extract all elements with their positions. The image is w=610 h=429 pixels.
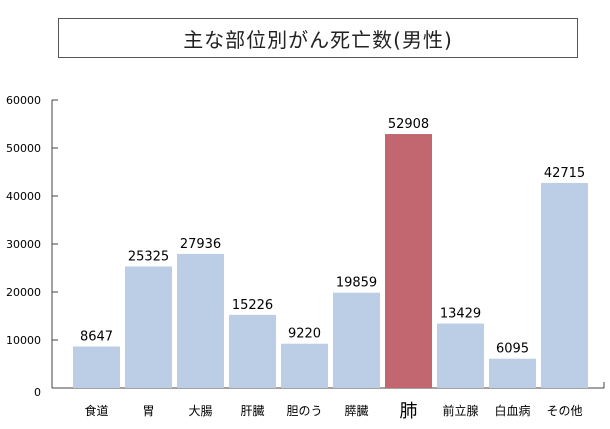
category-label: 前立腺 — [442, 403, 478, 418]
data-label: 42715 — [544, 166, 585, 181]
data-label: 15226 — [232, 298, 273, 313]
bar — [229, 314, 276, 388]
bar — [125, 266, 172, 388]
data-label: 8647 — [80, 329, 113, 344]
category-label: 白血病 — [494, 403, 530, 418]
bar — [73, 346, 120, 388]
category-label: 食道 — [84, 403, 108, 418]
category-label: 肝臓 — [240, 404, 264, 418]
bar — [437, 323, 484, 388]
category-label: 大腸 — [188, 404, 212, 418]
bar — [541, 182, 588, 388]
y-tick-label: 20000 — [6, 286, 41, 299]
bar — [281, 343, 328, 388]
data-label: 27936 — [180, 237, 221, 252]
data-label: 19859 — [336, 276, 377, 291]
y-tick-label: 0 — [34, 386, 41, 399]
category-label: 胆のう — [286, 404, 322, 418]
category-label: その他 — [546, 404, 582, 418]
category-label: 膵臓 — [344, 404, 368, 418]
bar — [385, 134, 432, 388]
bar — [489, 358, 536, 388]
data-label: 9220 — [288, 327, 321, 342]
data-label: 6095 — [496, 342, 529, 357]
y-tick-label: 50000 — [6, 142, 41, 155]
data-label: 13429 — [440, 307, 481, 322]
data-label: 52908 — [388, 117, 429, 132]
y-tick-label: 60000 — [6, 94, 41, 107]
data-label: 25325 — [128, 249, 169, 264]
y-tick-label: 30000 — [6, 238, 41, 251]
y-tick-label: 10000 — [6, 334, 41, 347]
bars — [73, 134, 588, 388]
bar — [333, 292, 380, 388]
labels: 8647 食道 25325 胃 27936 大腸 15226 肝臓 9220 胆のう 19859 膵臓… — [80, 117, 585, 422]
chart-title: 主な部位別がん死亡数(男性) — [58, 18, 578, 58]
category-label: 肺 — [400, 401, 418, 422]
bar — [177, 253, 224, 388]
y-tick-label: 40000 — [6, 190, 41, 203]
category-label: 胃 — [142, 404, 154, 418]
